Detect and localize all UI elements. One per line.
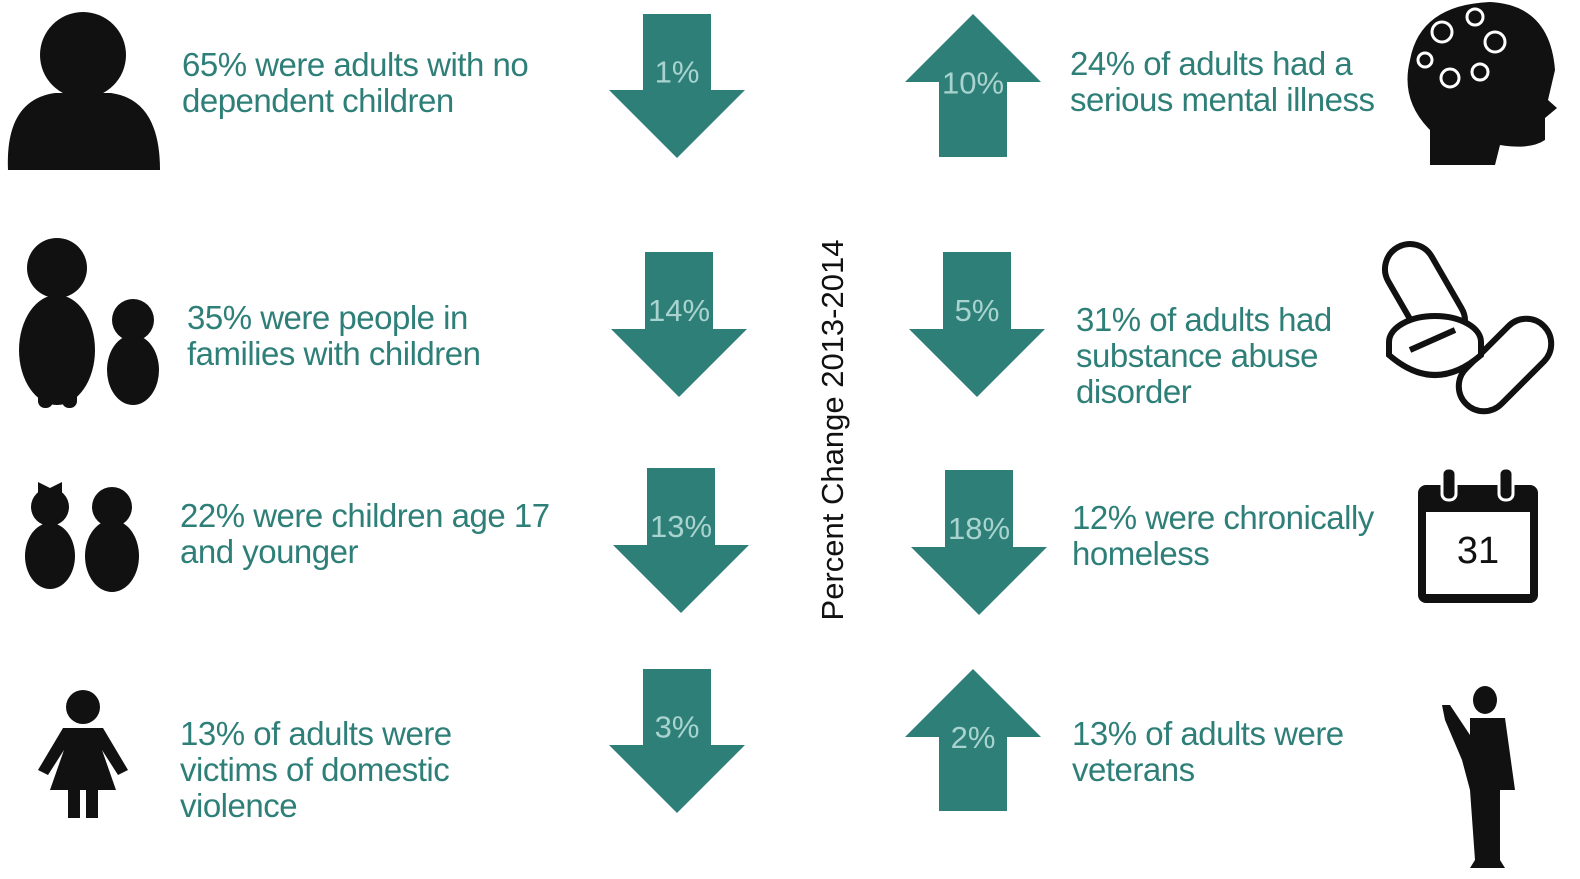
text-line: 65% were adults with no bbox=[182, 46, 529, 83]
item-text: 35% were people in families with children bbox=[187, 299, 481, 372]
text-line: serious mental illness bbox=[1070, 81, 1375, 118]
text-line: and younger bbox=[180, 533, 358, 570]
text-line: 12% were chronically bbox=[1072, 499, 1374, 536]
text-line: families with children bbox=[187, 335, 481, 372]
change-arrow bbox=[611, 252, 747, 397]
text-line: 24% of adults had a bbox=[1070, 45, 1353, 82]
change-arrow bbox=[609, 14, 745, 158]
text-line: 13% of adults were bbox=[180, 715, 452, 752]
item-text: 13% of adults were victims of domestic vio… bbox=[180, 716, 452, 824]
item-text: 31% of adults had substance abuse disorder bbox=[1076, 302, 1332, 410]
item-text: 65% were adults with no dependent childre… bbox=[182, 46, 529, 119]
change-arrow bbox=[911, 470, 1047, 615]
icon-adult bbox=[7, 12, 161, 170]
item-text: 24% of adults had a serious mental illnes… bbox=[1070, 45, 1375, 118]
icon-soldier bbox=[1442, 686, 1515, 868]
change-arrow bbox=[909, 252, 1045, 397]
text-line: 13% of adults were bbox=[1072, 715, 1344, 752]
center-label: Percent Change 2013-2014 bbox=[815, 239, 850, 621]
text-line: 22% were children age 17 bbox=[180, 497, 550, 534]
icon-family bbox=[19, 238, 159, 408]
text-line: disorder bbox=[1076, 373, 1192, 410]
change-arrow bbox=[613, 468, 749, 613]
change-arrow bbox=[609, 669, 745, 813]
change-arrow bbox=[905, 14, 1041, 157]
change-arrow bbox=[905, 669, 1041, 811]
change-label: 18% bbox=[948, 511, 1010, 546]
change-label: 5% bbox=[955, 293, 1000, 328]
icon-calendar: 31 bbox=[1418, 466, 1538, 603]
icon-children bbox=[25, 482, 139, 592]
icon-pills bbox=[1382, 241, 1555, 415]
calendar-label: 31 bbox=[1457, 530, 1499, 572]
text-line: violence bbox=[180, 787, 298, 824]
text-line: 35% were people in bbox=[187, 299, 468, 336]
item-text: 12% were chronically homeless bbox=[1072, 500, 1374, 572]
change-label: 13% bbox=[650, 509, 712, 544]
text-line: veterans bbox=[1072, 751, 1195, 788]
item-text: 22% were children age 17 and younger bbox=[180, 498, 550, 570]
text-line: 31% of adults had bbox=[1076, 301, 1332, 338]
change-label: 10% bbox=[942, 66, 1004, 101]
item-text: 13% of adults were veterans bbox=[1072, 716, 1344, 788]
change-label: 3% bbox=[655, 710, 700, 745]
text-line: dependent children bbox=[182, 82, 454, 119]
text-line: substance abuse bbox=[1076, 337, 1319, 374]
icon-woman bbox=[38, 690, 128, 818]
change-label: 14% bbox=[648, 293, 710, 328]
change-label: 1% bbox=[655, 55, 700, 90]
text-line: homeless bbox=[1072, 535, 1210, 572]
text-line: victims of domestic bbox=[180, 751, 450, 788]
change-label: 2% bbox=[951, 720, 996, 755]
icon-head-gears bbox=[1407, 2, 1557, 165]
